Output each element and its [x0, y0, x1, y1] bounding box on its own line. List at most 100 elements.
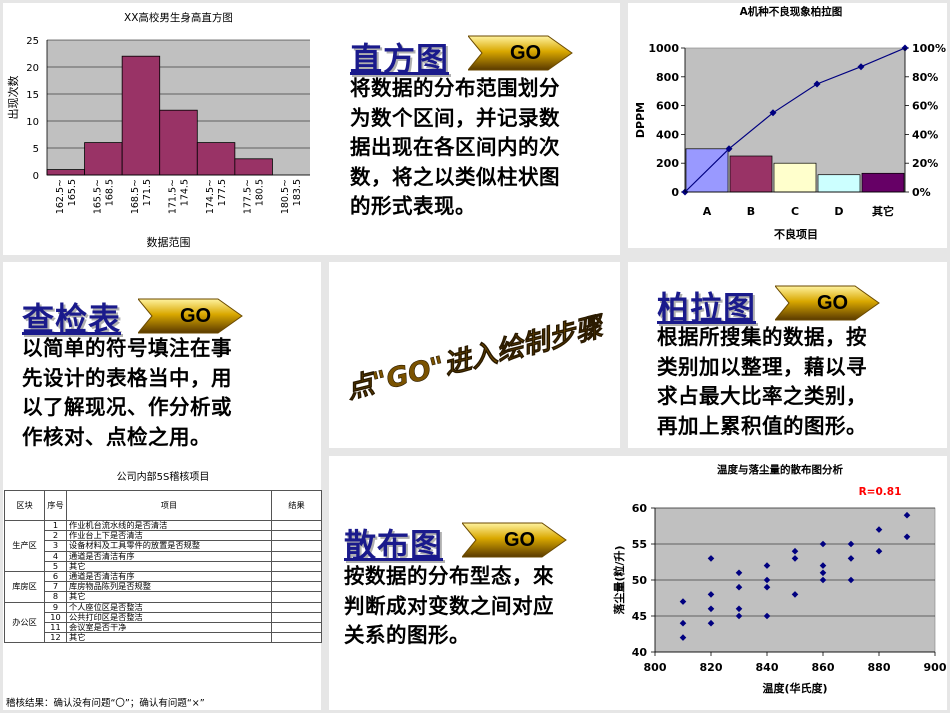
checksheet-title[interactable]: 查检表 — [22, 300, 122, 338]
row-no: 12 — [44, 632, 67, 644]
x-tick-label: C — [791, 205, 799, 218]
y2-tick-label: 60% — [912, 100, 938, 113]
desc-line: 为数个区间，并记录数 — [350, 105, 560, 130]
result-cell[interactable] — [271, 560, 322, 572]
checksheet-go-button[interactable]: GO — [136, 297, 243, 335]
y-tick-label: 0 — [33, 171, 39, 182]
x-axis-title: 数据范围 — [147, 235, 191, 249]
histogram-bar — [121, 55, 161, 176]
go-arrow-icon — [466, 35, 573, 71]
desc-line: 以了解现况、作分析或 — [22, 395, 232, 419]
histogram-bar — [196, 142, 236, 176]
table-row: 12 其它 — [5, 632, 322, 644]
result-cell[interactable] — [271, 519, 322, 532]
y-tick-label: 55 — [632, 538, 647, 551]
row-item: 其它 — [66, 560, 272, 572]
histogram-go-button[interactable]: GO — [466, 34, 573, 72]
table-row: 2 作业台上下是否清洁 — [5, 530, 322, 542]
row-no: 8 — [44, 591, 67, 603]
x-tick-label: 165.5~ — [92, 179, 103, 214]
x-tick-label: B — [747, 205, 755, 218]
x-axis-title: 不良项目 — [774, 227, 818, 241]
x-tick-label: 174.5 — [180, 179, 191, 206]
row-item: 其它 — [66, 591, 272, 603]
table-row: 10 公共打印区是否整洁 — [5, 611, 322, 623]
table-row: 5 其它 — [5, 560, 322, 572]
x-tick-label: D — [834, 205, 843, 218]
pareto-bar — [861, 172, 905, 193]
result-cell[interactable] — [271, 581, 322, 593]
row-item: 公共打印区是否整洁 — [66, 611, 272, 623]
result-cell[interactable] — [271, 570, 322, 583]
row-item: 设备材料及工具零件的放置是否规整 — [66, 540, 272, 552]
pareto-go-button[interactable]: GO — [773, 284, 880, 322]
result-cell[interactable] — [271, 632, 322, 644]
scatter-go-button[interactable]: GO — [460, 521, 567, 559]
go-label: GO — [179, 304, 212, 327]
y-axis-title: DPPM — [634, 102, 647, 138]
x-tick-label: 其它 — [872, 204, 894, 218]
row-no: 1 — [44, 519, 67, 532]
result-cell[interactable] — [271, 621, 322, 634]
pareto-chart: 0 0% 200 20% 400 40% 600 60% 800 80% 1000 100% A B C D 其… — [634, 5, 946, 241]
scatter-point — [763, 583, 771, 591]
row-no: 10 — [44, 611, 67, 623]
desc-line: 类别加以整理，藉以寻 — [657, 354, 867, 379]
x-tick-label: 880 — [868, 661, 891, 674]
pareto-description: 根据所搜集的数据，按 类别加以整理，藉以寻 求占最大比率之类别， 再加上累积值的… — [657, 323, 867, 441]
result-cell[interactable] — [271, 591, 322, 603]
result-cell[interactable] — [271, 530, 322, 542]
result-cell[interactable] — [271, 601, 322, 613]
col-header: 区块 — [4, 490, 45, 521]
pareto-title[interactable]: 柏拉图 — [657, 289, 757, 327]
scatter-point — [819, 569, 827, 577]
histogram-title[interactable]: 直方图 — [350, 40, 450, 78]
y-axis-title: 出现次数 — [6, 76, 20, 120]
y2-tick-label: 0% — [912, 186, 931, 199]
result-cell[interactable] — [271, 611, 322, 623]
x-tick-label: 820 — [700, 661, 723, 674]
y2-tick-label: 100% — [912, 42, 946, 55]
pareto-bar — [817, 174, 861, 193]
y-tick-label: 45 — [632, 610, 647, 623]
histogram-bar — [84, 142, 123, 176]
y-tick-label: 50 — [632, 574, 648, 587]
result-cell[interactable] — [271, 550, 322, 562]
row-no: 4 — [44, 550, 67, 562]
y-tick-label: 600 — [656, 100, 679, 113]
x-tick-label: 180.5~ — [280, 179, 291, 214]
table-row: 生产区 1 作业机台流水线的是否清洁 — [4, 519, 322, 572]
table-row: 11 会议室是否干净 — [5, 621, 322, 634]
go-arrow-icon — [460, 522, 567, 558]
scatter-point — [875, 547, 883, 555]
desc-line: 先设计的表格当中，用 — [22, 365, 232, 390]
histogram-bar — [159, 109, 198, 176]
table-row: 3 设备材料及工具零件的放置是否规整 — [5, 540, 322, 552]
center-panel — [329, 262, 620, 448]
cumulative-point — [813, 80, 821, 88]
desc-line: 数，将之以类似柱状图 — [350, 164, 560, 189]
histogram-description: 将数据的分布范围划分 为数个区间，并记录数 据出现在各区间内的次 数，将之以类似… — [350, 74, 560, 222]
center-instruction-text: 点"GO"进入绘制步骤 — [342, 310, 610, 405]
x-tick-label: 177.5~ — [243, 179, 254, 214]
desc-line: 根据所搜集的数据，按 — [657, 325, 867, 349]
checktable: 区块 序号 项目 结果 生产区 1 作业机台流水线的是否清洁 2 作业台上下是否… — [4, 490, 322, 644]
scatter-point — [735, 569, 743, 577]
desc-line: 作核对、点检之用。 — [22, 424, 211, 449]
scatter-point — [707, 605, 715, 613]
result-cell[interactable] — [271, 540, 322, 552]
cumulative-point — [769, 109, 777, 117]
chart-title: XX高校男生身高直方图 — [124, 11, 233, 24]
y-tick-label: 60 — [632, 502, 648, 515]
row-item: 其它 — [66, 632, 272, 644]
chart-title: 温度与落尘量的散布图分析 — [717, 463, 843, 476]
x-tick-label: 180.5 — [255, 179, 266, 206]
x-tick-label: 168.5 — [104, 179, 115, 206]
scatter-title[interactable]: 散布图 — [344, 526, 444, 564]
y-tick-label: 20 — [26, 63, 39, 74]
area-cell: 生产区 — [4, 520, 45, 572]
row-no: 7 — [44, 581, 67, 593]
cumulative-point — [857, 63, 865, 71]
scatter-description: 按数据的分布型态，來 判断成对变数之间对应 关系的图形。 — [344, 562, 554, 651]
